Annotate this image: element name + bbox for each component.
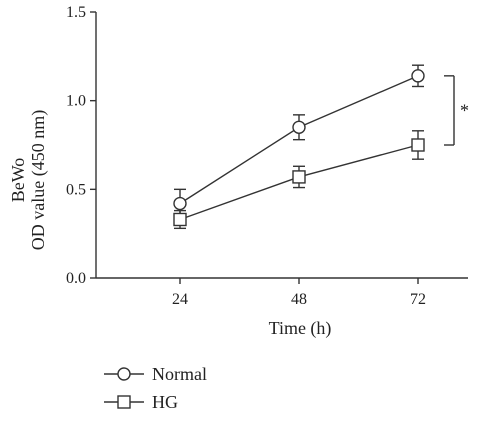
significance-bracket: * bbox=[444, 75, 469, 146]
data-point-normal bbox=[411, 69, 425, 83]
legend-item-normal: Normal bbox=[104, 364, 207, 384]
axes bbox=[95, 12, 468, 279]
data-point-normal bbox=[292, 120, 306, 134]
series-normal bbox=[173, 64, 425, 219]
y-tick-label: 0.5 bbox=[66, 181, 86, 198]
legend-marker-hg bbox=[117, 395, 131, 409]
y-ticks: 0.0 0.5 1.0 1.5 bbox=[66, 4, 96, 287]
y-tick-label: 0.0 bbox=[66, 270, 86, 287]
x-axis-label: Time (h) bbox=[269, 318, 332, 339]
legend: Normal HG bbox=[104, 364, 207, 412]
x-tick-label: 24 bbox=[172, 291, 188, 308]
series-group bbox=[173, 64, 425, 230]
data-point-hg bbox=[173, 212, 187, 227]
legend-marker-normal bbox=[117, 367, 131, 381]
data-point-hg bbox=[292, 170, 306, 184]
data-point-normal bbox=[173, 196, 187, 211]
y-tick-label: 1.0 bbox=[66, 93, 86, 110]
data-point-hg bbox=[411, 138, 425, 152]
x-tick-label: 48 bbox=[291, 291, 307, 308]
x-ticks: 24 48 72 bbox=[172, 278, 426, 308]
legend-item-hg: HG bbox=[104, 392, 178, 412]
legend-label-hg: HG bbox=[152, 392, 178, 412]
significance-label: * bbox=[460, 100, 469, 120]
legend-label-normal: Normal bbox=[152, 364, 207, 384]
series-hg bbox=[173, 130, 425, 230]
y-tick-label: 1.5 bbox=[66, 4, 86, 21]
y-axis-label-line1: BeWo bbox=[8, 158, 28, 203]
y-axis-label-line2: OD value (450 nm) bbox=[28, 110, 49, 250]
x-tick-label: 72 bbox=[410, 291, 426, 308]
